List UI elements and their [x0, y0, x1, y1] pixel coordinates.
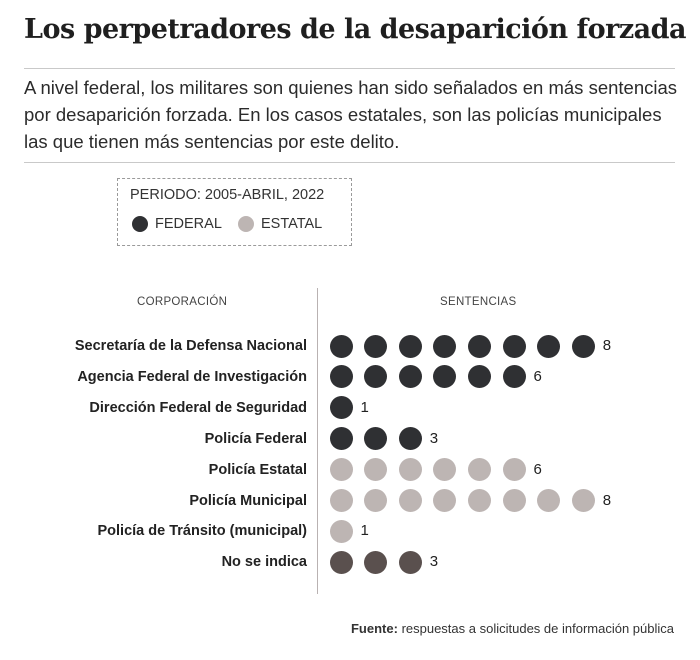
legend: PERIODO: 2005-ABRIL, 2022 FEDERAL ESTATA…: [117, 178, 352, 246]
value-label: 6: [533, 460, 542, 478]
row-label: Policía Estatal: [208, 461, 307, 478]
row-label: Dirección Federal de Seguridad: [89, 399, 307, 416]
legend-period: PERIODO: 2005-ABRIL, 2022: [130, 187, 325, 203]
dot-mark: [537, 334, 561, 358]
dot-mark: [329, 334, 353, 358]
dot-mark: [433, 489, 457, 512]
dot-mark: [329, 427, 353, 451]
dot-mark: [398, 365, 422, 389]
source-text: respuestas a solicitudes de información …: [401, 621, 674, 636]
dot-mark: [571, 489, 595, 512]
dot-mark: [364, 489, 388, 512]
dot-mark: [398, 489, 422, 512]
dot-mark: [398, 334, 422, 358]
value-label: 6: [533, 367, 542, 385]
dot-mark: [502, 458, 526, 482]
column-header-sentencias: SENTENCIAS: [440, 296, 517, 308]
value-label: 1: [360, 522, 369, 540]
legend-label-estatal: ESTATAL: [261, 216, 323, 232]
value-label: 8: [602, 337, 612, 354]
dot-mark: [329, 458, 353, 482]
value-label: 1: [360, 398, 369, 416]
dot-mark: [329, 519, 353, 543]
dot-mark: [364, 550, 388, 574]
dot-mark: [398, 427, 422, 451]
dot-mark: [467, 458, 491, 482]
dot-mark: [502, 365, 526, 389]
value-label: 8: [602, 491, 612, 509]
row-label: No se indica: [221, 554, 307, 571]
dot-mark: [502, 334, 526, 358]
dot-mark: [467, 334, 491, 358]
dot-mark: [329, 365, 353, 389]
legend-item-federal: FEDERAL: [132, 216, 222, 232]
dot-mark: [364, 458, 388, 482]
column-divider: [317, 288, 318, 594]
legend-dot-federal: [132, 216, 148, 232]
row-label: Secretaría de la Defensa Nacional: [74, 338, 307, 354]
value-label: 3: [429, 429, 439, 447]
value-label: 3: [429, 553, 439, 571]
legend-dot-estatal: [238, 216, 254, 232]
dot-mark: [467, 489, 491, 512]
legend-item-estatal: ESTATAL: [238, 216, 322, 232]
dot-mark: [433, 458, 457, 482]
dot-mark: [433, 334, 457, 358]
chart-subtitle: A nivel federal, los militares son quien…: [24, 77, 678, 152]
source-note: Fuente: respuestas a solicitudes de info…: [351, 621, 674, 636]
legend-label-federal: FEDERAL: [155, 216, 222, 232]
dot-mark: [329, 489, 353, 512]
row-label: Policía Federal: [204, 430, 307, 447]
dot-mark: [398, 458, 422, 482]
dot-mark: [398, 550, 422, 574]
title-rule: [24, 68, 675, 69]
dot-mark: [364, 365, 388, 389]
source-label: Fuente:: [350, 621, 398, 636]
dot-mark: [467, 365, 491, 389]
row-label: Policía Municipal: [189, 492, 307, 509]
dot-mark: [329, 550, 353, 574]
dot-mark: [537, 489, 561, 512]
subtitle-rule: [24, 162, 675, 163]
dot-mark: [433, 365, 457, 389]
dot-mark: [364, 427, 388, 451]
dot-mark: [329, 396, 353, 420]
dot-mark: [364, 334, 388, 358]
dot-mark: [502, 489, 526, 512]
column-header-corporacion: CORPORACIÓN: [137, 296, 228, 308]
row-label: Policía de Tránsito (municipal): [97, 523, 308, 540]
chart-title: Los perpetradores de la desaparición for…: [24, 14, 687, 45]
row-label: Agencia Federal de Investigación: [77, 368, 307, 385]
dot-mark: [571, 334, 595, 358]
